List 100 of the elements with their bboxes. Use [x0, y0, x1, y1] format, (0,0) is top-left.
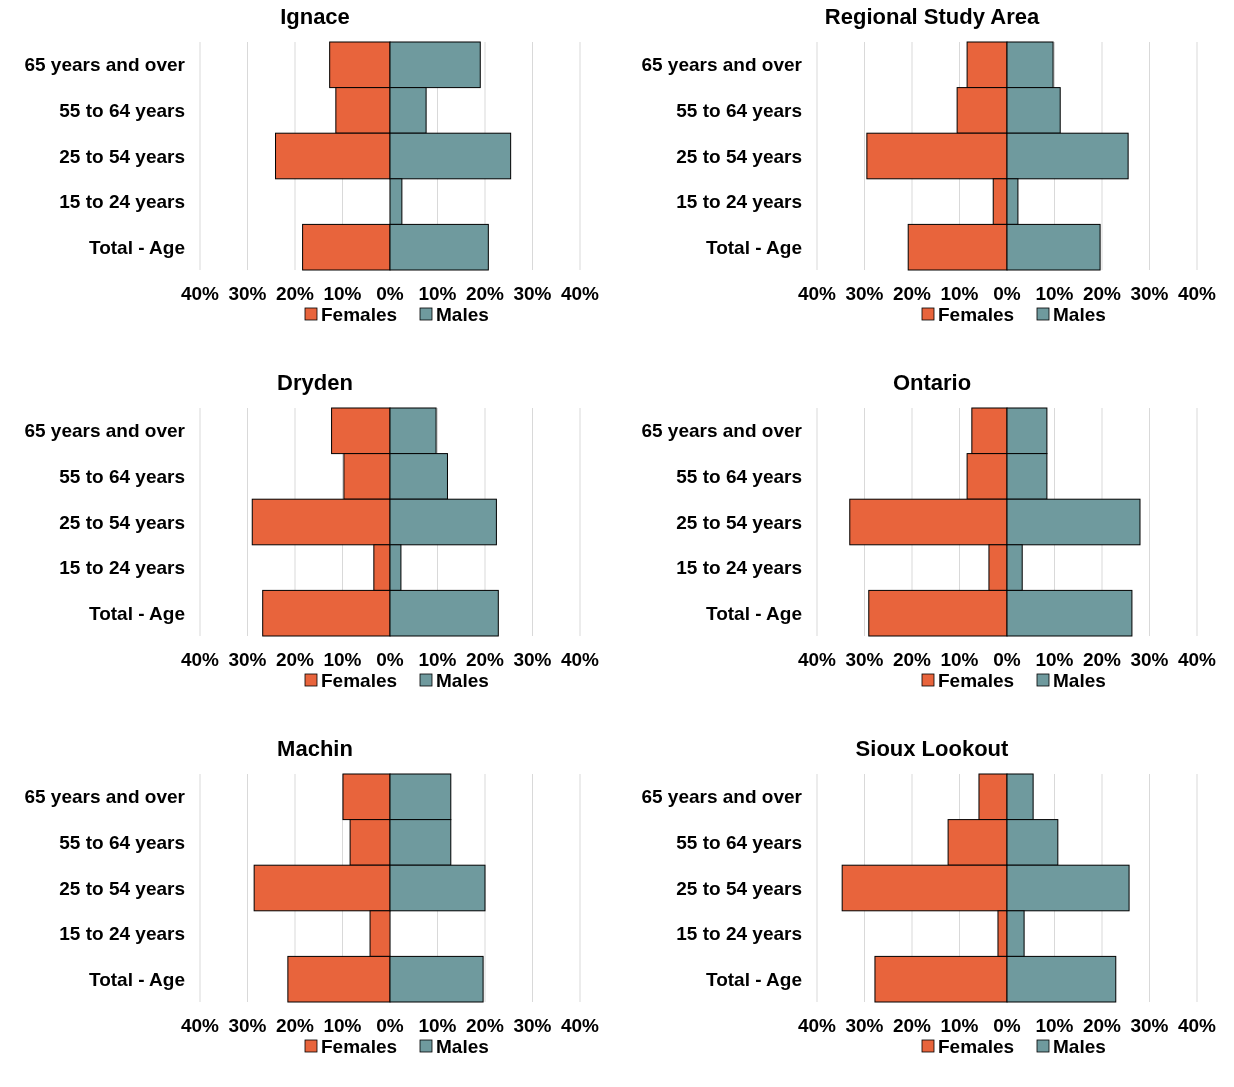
x-tick-label: 10%	[1035, 1015, 1074, 1036]
x-tick-label: 20%	[1082, 283, 1122, 304]
x-tick-label: 0%	[993, 283, 1021, 304]
x-tick-label: 30%	[845, 1015, 884, 1036]
y-tick-label: 25 to 54 years	[676, 511, 802, 533]
y-tick-label: 25 to 54 years	[676, 145, 802, 167]
y-tick-label: 65 years and over	[24, 420, 186, 442]
x-tick-label: 30%	[228, 649, 267, 670]
y-tick-label: 55 to 64 years	[59, 466, 185, 488]
x-tick-label: 10%	[418, 283, 457, 304]
x-tick-label: 0%	[376, 283, 404, 304]
legend-label: Males	[436, 303, 489, 325]
y-tick-label: Total - Age	[705, 968, 802, 990]
x-tick-label: 40%	[797, 283, 837, 304]
x-tick-label: 10%	[1035, 649, 1074, 670]
x-tick-label: 30%	[513, 1015, 552, 1036]
chart-title: Machin	[277, 736, 353, 761]
y-tick-label: 25 to 54 years	[59, 511, 185, 533]
y-tick-label: 65 years and over	[24, 54, 186, 76]
x-tick-label: 20%	[1082, 1015, 1122, 1036]
chart-title: Regional Study Area	[824, 4, 1040, 29]
y-tick-label: 25 to 54 years	[59, 145, 185, 167]
x-tick-label: 40%	[1177, 1015, 1217, 1036]
x-tick-label: 20%	[892, 649, 932, 670]
x-tick-label: 30%	[513, 649, 552, 670]
legend-label: Females	[321, 303, 398, 325]
x-tick-label: 40%	[560, 1015, 600, 1036]
y-tick-label: 55 to 64 years	[59, 832, 185, 854]
x-tick-label: 30%	[845, 283, 884, 304]
y-tick-label: 25 to 54 years	[59, 877, 185, 899]
x-tick-label: 10%	[940, 649, 979, 670]
legend-label: Males	[1053, 1035, 1106, 1057]
y-tick-label: 15 to 24 years	[676, 191, 802, 213]
chart-title: Dryden	[277, 370, 353, 395]
x-tick-label: 40%	[560, 649, 600, 670]
legend-label: Males	[1053, 669, 1106, 691]
x-tick-label: 40%	[1177, 649, 1217, 670]
x-tick-label: 20%	[465, 1015, 505, 1036]
x-tick-label: 30%	[1130, 1015, 1169, 1036]
x-tick-label: 40%	[180, 649, 220, 670]
legend-label: Females	[938, 669, 1015, 691]
x-tick-label: 30%	[845, 649, 884, 670]
y-tick-label: 65 years and over	[641, 54, 803, 76]
x-tick-label: 10%	[323, 649, 362, 670]
x-tick-label: 10%	[1035, 283, 1074, 304]
chart-title: Sioux Lookout	[855, 736, 1010, 761]
x-tick-label: 20%	[465, 283, 505, 304]
legend-label: Females	[938, 1035, 1015, 1057]
y-tick-label: Total - Age	[705, 602, 802, 624]
x-tick-label: 0%	[993, 649, 1021, 670]
y-tick-label: 15 to 24 years	[59, 191, 185, 213]
x-tick-label: 10%	[323, 1015, 362, 1036]
chart-title: Ontario	[892, 370, 972, 395]
x-tick-label: 20%	[275, 1015, 315, 1036]
y-tick-label: 55 to 64 years	[676, 466, 802, 488]
x-tick-label: 0%	[993, 1015, 1021, 1036]
x-tick-label: 20%	[465, 649, 505, 670]
x-tick-label: 40%	[1177, 283, 1217, 304]
y-tick-label: 65 years and over	[641, 786, 803, 808]
y-tick-label: Total - Age	[88, 968, 185, 990]
y-tick-label: Total - Age	[88, 602, 185, 624]
chart-title: Ignace	[280, 4, 350, 29]
x-tick-label: 40%	[180, 1015, 220, 1036]
legend-label: Males	[436, 1035, 489, 1057]
y-tick-label: 15 to 24 years	[676, 557, 802, 579]
x-tick-label: 40%	[180, 283, 220, 304]
y-tick-label: 65 years and over	[641, 420, 803, 442]
x-tick-label: 20%	[275, 283, 315, 304]
y-tick-label: 15 to 24 years	[59, 923, 185, 945]
legend-label: Females	[938, 303, 1015, 325]
y-tick-label: 65 years and over	[24, 786, 186, 808]
x-tick-label: 0%	[376, 1015, 404, 1036]
x-tick-label: 10%	[418, 649, 457, 670]
y-tick-label: 55 to 64 years	[59, 100, 185, 122]
x-tick-label: 10%	[940, 283, 979, 304]
x-tick-label: 10%	[418, 1015, 457, 1036]
legend-label: Males	[1053, 303, 1106, 325]
legend-label: Females	[321, 669, 398, 691]
x-tick-label: 20%	[1082, 649, 1122, 670]
x-tick-label: 0%	[376, 649, 404, 670]
x-tick-label: 30%	[1130, 283, 1169, 304]
x-tick-label: 20%	[892, 1015, 932, 1036]
legend-label: Females	[321, 1035, 398, 1057]
y-tick-label: Total - Age	[705, 236, 802, 258]
x-tick-label: 10%	[940, 1015, 979, 1036]
x-tick-label: 30%	[513, 283, 552, 304]
x-tick-label: 40%	[797, 649, 837, 670]
x-tick-label: 20%	[892, 283, 932, 304]
y-tick-label: 55 to 64 years	[676, 832, 802, 854]
legend-label: Males	[436, 669, 489, 691]
x-tick-label: 20%	[275, 649, 315, 670]
x-tick-label: 10%	[323, 283, 362, 304]
x-tick-label: 30%	[228, 1015, 267, 1036]
y-tick-label: Total - Age	[88, 236, 185, 258]
x-tick-label: 40%	[560, 283, 600, 304]
y-tick-label: 15 to 24 years	[676, 923, 802, 945]
y-tick-label: 55 to 64 years	[676, 100, 802, 122]
x-tick-label: 30%	[1130, 649, 1169, 670]
y-tick-label: 25 to 54 years	[676, 877, 802, 899]
x-tick-label: 40%	[797, 1015, 837, 1036]
